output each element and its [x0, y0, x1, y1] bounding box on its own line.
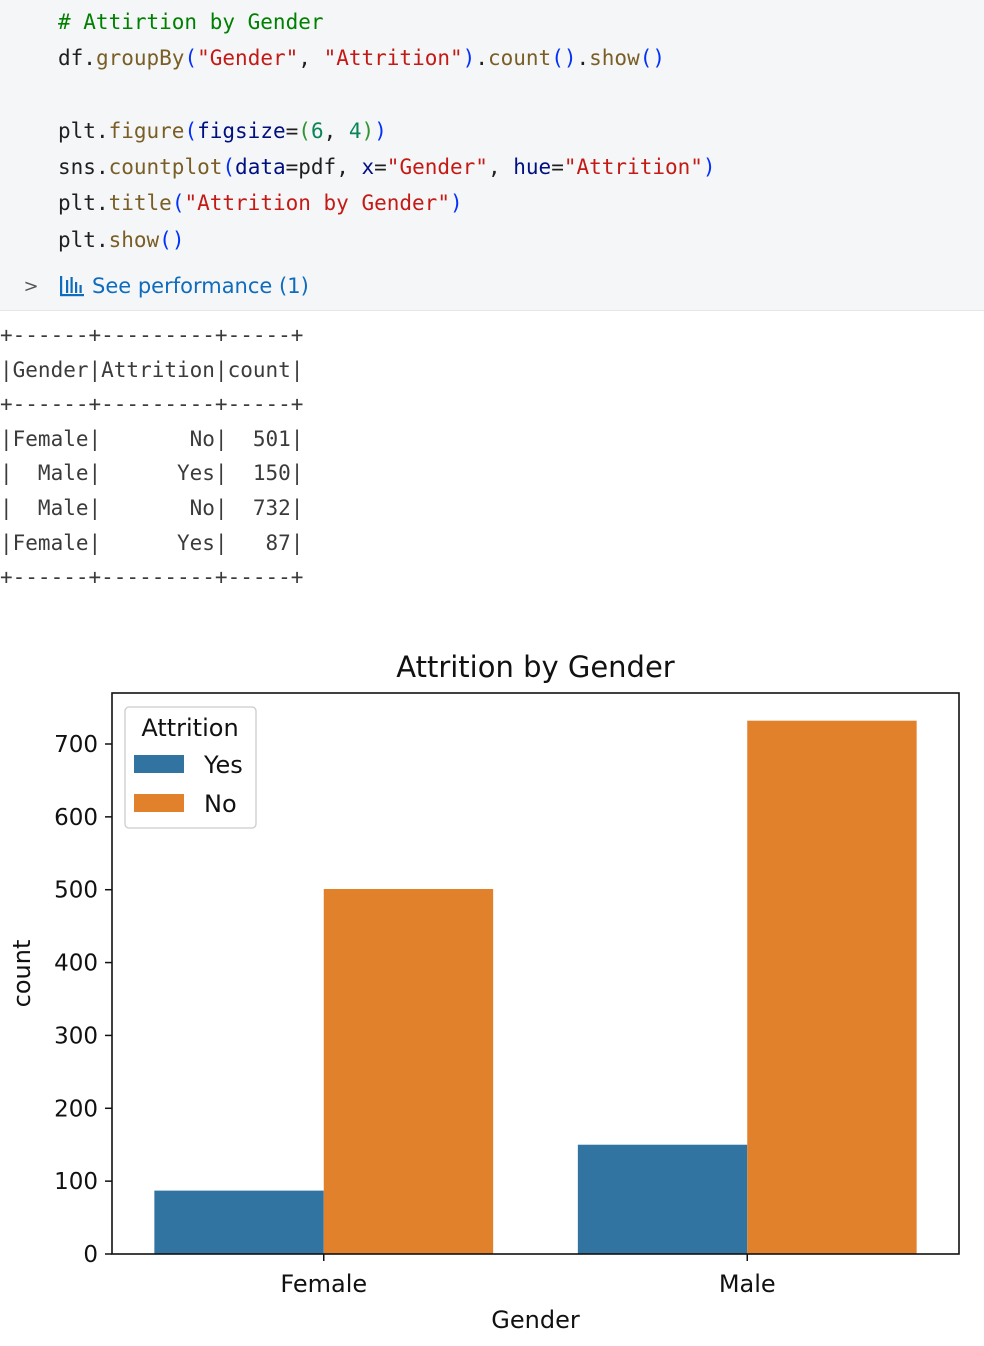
table-line: |Female| Yes| 87| — [0, 530, 304, 555]
code-line: df.groupBy("Gender", "Attrition").count(… — [58, 40, 716, 76]
code-token: () — [159, 227, 185, 252]
code-token: sns — [58, 155, 96, 180]
code-token: ) — [702, 155, 716, 180]
code-token: "Attrition" — [323, 46, 463, 71]
bar-yes-male — [577, 1144, 748, 1254]
table-line: +------+---------+-----+ — [0, 323, 304, 347]
x-axis-label: Gender — [491, 1306, 580, 1334]
code-token: . — [95, 191, 109, 216]
legend-title: Attrition — [141, 714, 238, 742]
y-tick-label: 500 — [54, 878, 98, 904]
bar-no-male — [747, 720, 917, 1254]
attrition-chart: Attrition by Gender Female Male 0 100 200 300 4… — [8, 650, 960, 1334]
code-token: = — [551, 155, 564, 180]
code-token: ( — [298, 118, 311, 143]
code-token: x — [361, 155, 375, 180]
legend-swatch-no — [134, 794, 184, 812]
code-token: show — [589, 46, 640, 71]
code-token: figure — [108, 118, 185, 143]
code-token: = — [374, 155, 387, 180]
y-tick-label: 0 — [83, 1242, 98, 1268]
bar-chart-icon — [60, 276, 84, 297]
code-token: . — [95, 118, 109, 143]
code-token: countplot — [108, 155, 223, 180]
code-token: ) — [361, 118, 375, 143]
table-line: |Female| No| 501| — [0, 426, 304, 451]
code-token: . — [95, 227, 109, 252]
code-token: ) — [374, 118, 387, 143]
legend-label-yes: Yes — [203, 751, 243, 779]
code-token: "Gender" — [197, 46, 299, 71]
y-tick-label: 300 — [54, 1023, 98, 1049]
code-token: # Attirtion by Gender — [58, 10, 324, 34]
code-token: title — [108, 191, 172, 216]
code-token: count — [487, 46, 552, 71]
table-line: +------+---------+-----+ — [0, 565, 304, 590]
output-table: +------+---------+-----+ |Gender|Attritio… — [0, 318, 303, 595]
code-token: df — [58, 46, 84, 71]
code-token: "Attrition by Gender" — [184, 191, 450, 216]
code-token: figsize — [197, 118, 286, 143]
code-token: , — [298, 46, 324, 71]
plot-frame — [111, 692, 960, 1255]
code-token: hue — [513, 155, 552, 180]
code-line — [58, 77, 716, 113]
code-token: data — [235, 155, 286, 180]
code-token: plt — [58, 191, 96, 216]
code-token: plt — [58, 118, 96, 143]
code-token: = — [285, 118, 299, 143]
bar-yes-female — [154, 1190, 324, 1254]
code-line: sns.countplot(data=pdf, x="Gender", hue=… — [58, 149, 716, 185]
expand-chevron-icon[interactable]: > — [23, 275, 39, 297]
code-line: plt.show() — [58, 222, 716, 258]
table-line: | Male| No| 732| — [0, 495, 304, 520]
code-token: ) — [462, 46, 476, 71]
performance-row: > See performance (1) — [20, 268, 309, 304]
code-token: . — [475, 46, 488, 71]
code-token: plt — [58, 227, 96, 252]
y-tick-label: 400 — [54, 951, 98, 977]
code-token: "Attrition" — [563, 155, 703, 180]
chart-title: Attrition by Gender — [396, 650, 675, 684]
bar-no-female — [323, 888, 494, 1254]
table-line: +------+---------+-----+ — [0, 392, 304, 417]
code-token: groupBy — [95, 46, 185, 71]
chart-container: Attrition by Gender Female Male 0 100 200 300 4… — [0, 630, 984, 1340]
code-token: . — [576, 46, 590, 71]
code-token: () — [551, 46, 577, 71]
code-line: plt.title("Attrition by Gender") — [58, 185, 716, 221]
x-tick-label: Male — [719, 1270, 776, 1298]
code-token: =pdf, — [285, 155, 362, 180]
legend-label-no: No — [204, 790, 237, 818]
code-token: ( — [184, 118, 198, 143]
y-tick-label: 200 — [54, 1096, 98, 1122]
code-token: , — [323, 118, 349, 143]
code-cell[interactable]: # Attirtion by Gender df.groupBy("Gender"… — [0, 0, 984, 311]
code-token: () — [639, 46, 666, 71]
code-token: . — [95, 155, 109, 180]
code-token: . — [83, 46, 96, 71]
code-line: plt.figure(figsize=(6, 4)) — [58, 113, 716, 149]
y-tick-label: 600 — [54, 805, 98, 831]
code-token: ) — [449, 191, 463, 216]
see-performance-link[interactable]: See performance (1) — [92, 274, 309, 298]
table-line: |Gender|Attrition|count| — [0, 357, 304, 382]
code-token: , — [487, 155, 514, 180]
code-token: "Gender" — [386, 155, 488, 180]
code-token: ( — [222, 155, 236, 180]
code-token: 6 — [310, 118, 324, 143]
legend-swatch-yes — [134, 755, 184, 773]
y-tick-label: 100 — [54, 1169, 98, 1195]
y-axis-label: count — [8, 940, 36, 1008]
code-line: # Attirtion by Gender — [58, 4, 716, 40]
y-tick-label: 700 — [54, 732, 98, 758]
table-line: | Male| Yes| 150| — [0, 461, 304, 486]
code-token: ( — [184, 46, 198, 71]
code-token: ( — [171, 191, 185, 216]
code-token: 4 — [348, 118, 362, 143]
code-editor[interactable]: # Attirtion by Gender df.groupBy("Gender"… — [58, 4, 716, 258]
x-tick-label: Female — [280, 1270, 367, 1298]
code-token: show — [108, 227, 160, 252]
